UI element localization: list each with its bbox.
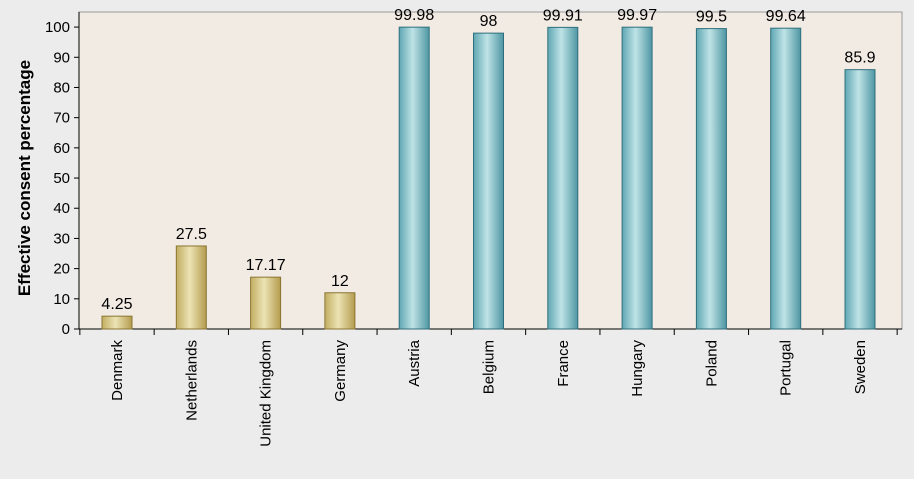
x-tick-label: Sweden (852, 340, 869, 394)
y-axis-label: Effective consent percentage (15, 60, 34, 296)
bar-sweden (844, 69, 876, 330)
data-label: 12 (331, 273, 349, 290)
bar-netherlands (175, 245, 207, 330)
data-label: 99.5 (696, 9, 727, 26)
y-tick-label: 80 (53, 79, 70, 96)
bar-belgium (473, 32, 504, 330)
bars (101, 26, 876, 330)
bar-hungary (621, 26, 653, 330)
x-tick-label: Netherlands (183, 340, 200, 421)
y-tick-label: 90 (53, 49, 70, 66)
data-label: 85.9 (844, 50, 875, 67)
x-tick-label: France (555, 340, 572, 387)
x-tick-label: Poland (703, 340, 720, 387)
x-tick-label: Germany (332, 340, 349, 402)
data-label: 99.97 (617, 7, 657, 24)
data-label: 99.98 (394, 7, 434, 24)
y-tick-label: 0 (62, 321, 70, 338)
data-label: 27.5 (176, 226, 207, 243)
data-label: 99.91 (543, 7, 583, 24)
data-label: 99.64 (766, 8, 806, 25)
x-tick-label: United Kingdom (258, 340, 275, 447)
x-tick-label: Belgium (481, 340, 498, 394)
y-tick-label: 50 (53, 170, 70, 187)
category-labels: Denmark Netherlands United Kingdom Germany A… (109, 339, 869, 446)
data-labels: 4.25 27.5 17.17 12 99.98 98 99.91 99.97 99.5 99.6… (101, 7, 875, 313)
x-tick-label: Austria (406, 339, 423, 386)
bar-denmark (101, 315, 133, 330)
y-tick-label: 100 (45, 19, 70, 36)
x-tick-label: Denmark (109, 340, 126, 401)
data-label: 98 (480, 13, 498, 30)
y-tick-label: 70 (53, 110, 70, 127)
y-tick-label: 40 (53, 200, 70, 217)
bar-poland (695, 28, 727, 330)
y-tick-label: 20 (53, 261, 70, 278)
bar-germany (324, 292, 356, 330)
bar-france (547, 26, 579, 330)
x-axis (79, 328, 902, 335)
y-tick-label: 10 (53, 291, 70, 308)
x-tick-label: Portugal (778, 340, 795, 396)
data-label: 4.25 (101, 296, 132, 313)
data-label: 17.17 (246, 257, 286, 274)
bar-austria (398, 26, 430, 330)
y-tick-label: 60 (53, 140, 70, 157)
x-tick-label: Hungary (629, 340, 646, 397)
y-axis: 0 10 20 30 40 50 60 70 80 90 100 (45, 12, 80, 338)
y-tick-label: 30 (53, 230, 70, 247)
bar-united-kingdom (250, 276, 282, 330)
bar-portugal (770, 27, 802, 330)
